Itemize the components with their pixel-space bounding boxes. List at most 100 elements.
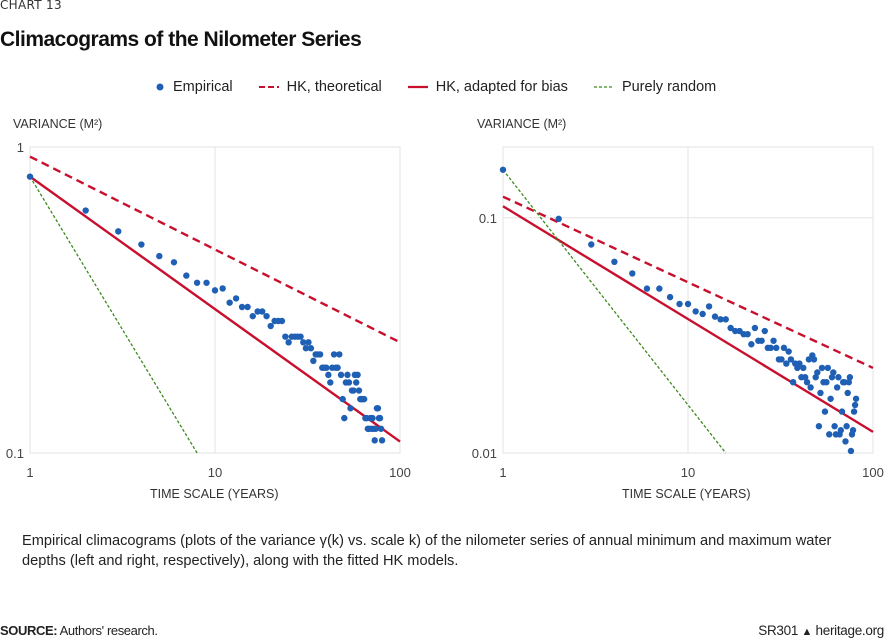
legend-label: Empirical (173, 79, 233, 95)
right-purely-random-line (502, 169, 727, 454)
right-empirical-point (656, 285, 663, 292)
left-empirical-point (374, 405, 382, 412)
right-y-tick-label: 0.1 (479, 211, 497, 226)
right-empirical-point (831, 423, 838, 430)
right-empirical-point (851, 401, 859, 409)
left-y-tick-label: 1 (17, 140, 24, 155)
left-empirical-point (323, 364, 330, 371)
left-empirical-point (138, 241, 145, 248)
left-empirical-point (259, 308, 266, 315)
right-empirical-point (684, 300, 692, 308)
left-empirical-point (354, 371, 361, 379)
dashed-line-icon (258, 86, 279, 88)
dot-marker-icon (156, 83, 164, 91)
legend-item-purely-random: Purely random (593, 79, 716, 95)
chart-title: Climacograms of the Nilometer Series (0, 28, 362, 51)
legend-item-empirical: Empirical (155, 79, 233, 95)
left-empirical-point (355, 387, 363, 394)
legend: Empirical HK, theoretical HK, adapted fo… (155, 79, 742, 95)
left-empirical-point (232, 295, 240, 302)
right-empirical-point (588, 241, 595, 248)
report-id: SR301 (758, 623, 799, 638)
right-empirical-point (744, 330, 751, 338)
left-empirical-point (345, 379, 353, 386)
left-x-axis-label: TIME SCALE (YEARS) (150, 487, 279, 501)
left-empirical-point (307, 345, 315, 352)
left-empirical-point (347, 405, 354, 412)
right-empirical-point (748, 341, 755, 348)
right-empirical-point (846, 374, 854, 381)
right-empirical-point (643, 285, 651, 292)
right-empirical-point (758, 337, 765, 344)
right-y-axis-label: VARIANCE (M²) (477, 117, 567, 131)
left-empirical-point (300, 339, 307, 346)
legend-label: HK, adapted for bias (435, 79, 568, 95)
left-empirical-point (115, 228, 122, 235)
right-empirical-point (761, 327, 768, 335)
left-empirical-point (282, 333, 289, 340)
site-name: heritage.org (815, 623, 884, 638)
left-empirical-point (376, 414, 384, 422)
right-empirical-point (801, 374, 809, 381)
chart-number: CHART 13 (0, 0, 62, 12)
right-x-tick-label: 10 (681, 465, 695, 480)
right-empirical-point (838, 408, 846, 415)
left-empirical-point (310, 357, 317, 365)
right-empirical-point (837, 427, 845, 434)
left-empirical-point (305, 339, 312, 346)
left-empirical-point (316, 351, 324, 358)
right-empirical-point (611, 258, 618, 266)
left-empirical-point (211, 287, 219, 294)
right-empirical-point (823, 378, 830, 386)
right-empirical-point (555, 215, 562, 223)
right-empirical-point (807, 384, 814, 391)
left-empirical-point (203, 279, 210, 286)
left-empirical-point (226, 299, 233, 306)
source-label: SOURCE: (0, 623, 58, 638)
right-empirical-point (796, 360, 803, 367)
right-empirical-point (767, 344, 774, 352)
legend-label: HK, theoretical (286, 79, 382, 95)
left-empirical-point (339, 395, 346, 403)
left-empirical-point (327, 379, 334, 386)
right-empirical-point (817, 389, 824, 397)
legend-item-hk-theoretical: HK, theoretical (258, 79, 382, 95)
left-empirical-point (325, 371, 332, 379)
left-empirical-point (82, 207, 89, 214)
left-y-tick-label: 0.1 (6, 446, 24, 461)
right-empirical-point (849, 427, 857, 434)
right-hk-theoretical-line (502, 195, 874, 370)
right-empirical-point (676, 300, 683, 308)
right-empirical-point (666, 293, 674, 301)
right-empirical-point (830, 369, 837, 376)
right-empirical-point (850, 408, 858, 415)
left-x-tick-label: 100 (389, 465, 411, 480)
right-y-tick-label: 0.01 (472, 446, 497, 461)
legend-item-hk-adapted: HK, adapted for bias (407, 79, 568, 95)
left-empirical-point (353, 379, 360, 386)
left-empirical-point (344, 371, 351, 379)
left-purely-random-line (29, 176, 198, 454)
right-empirical-point (835, 374, 842, 381)
left-empirical-point (263, 312, 270, 320)
left-empirical-point (249, 312, 256, 320)
left-empirical-point (302, 345, 310, 352)
left-empirical-point (238, 303, 246, 311)
right-x-axis-label: TIME SCALE (YEARS) (622, 487, 751, 501)
left-empirical-point (244, 303, 251, 311)
left-x-tick-label: 1 (26, 465, 33, 480)
left-empirical-point (183, 272, 190, 279)
dotted-line-icon (593, 86, 614, 88)
left-empirical-point (334, 364, 341, 371)
right-empirical-point (699, 310, 706, 318)
left-empirical-point (341, 414, 348, 422)
right-x-tick-label: 100 (862, 465, 884, 480)
right-empirical-point (778, 356, 785, 363)
right-empirical-point (824, 364, 832, 372)
left-hk-theoretical-line (29, 155, 401, 344)
right-empirical-point (705, 303, 713, 310)
left-empirical-point (369, 414, 376, 422)
left-y-axis-label: VARIANCE (M²) (13, 117, 103, 131)
